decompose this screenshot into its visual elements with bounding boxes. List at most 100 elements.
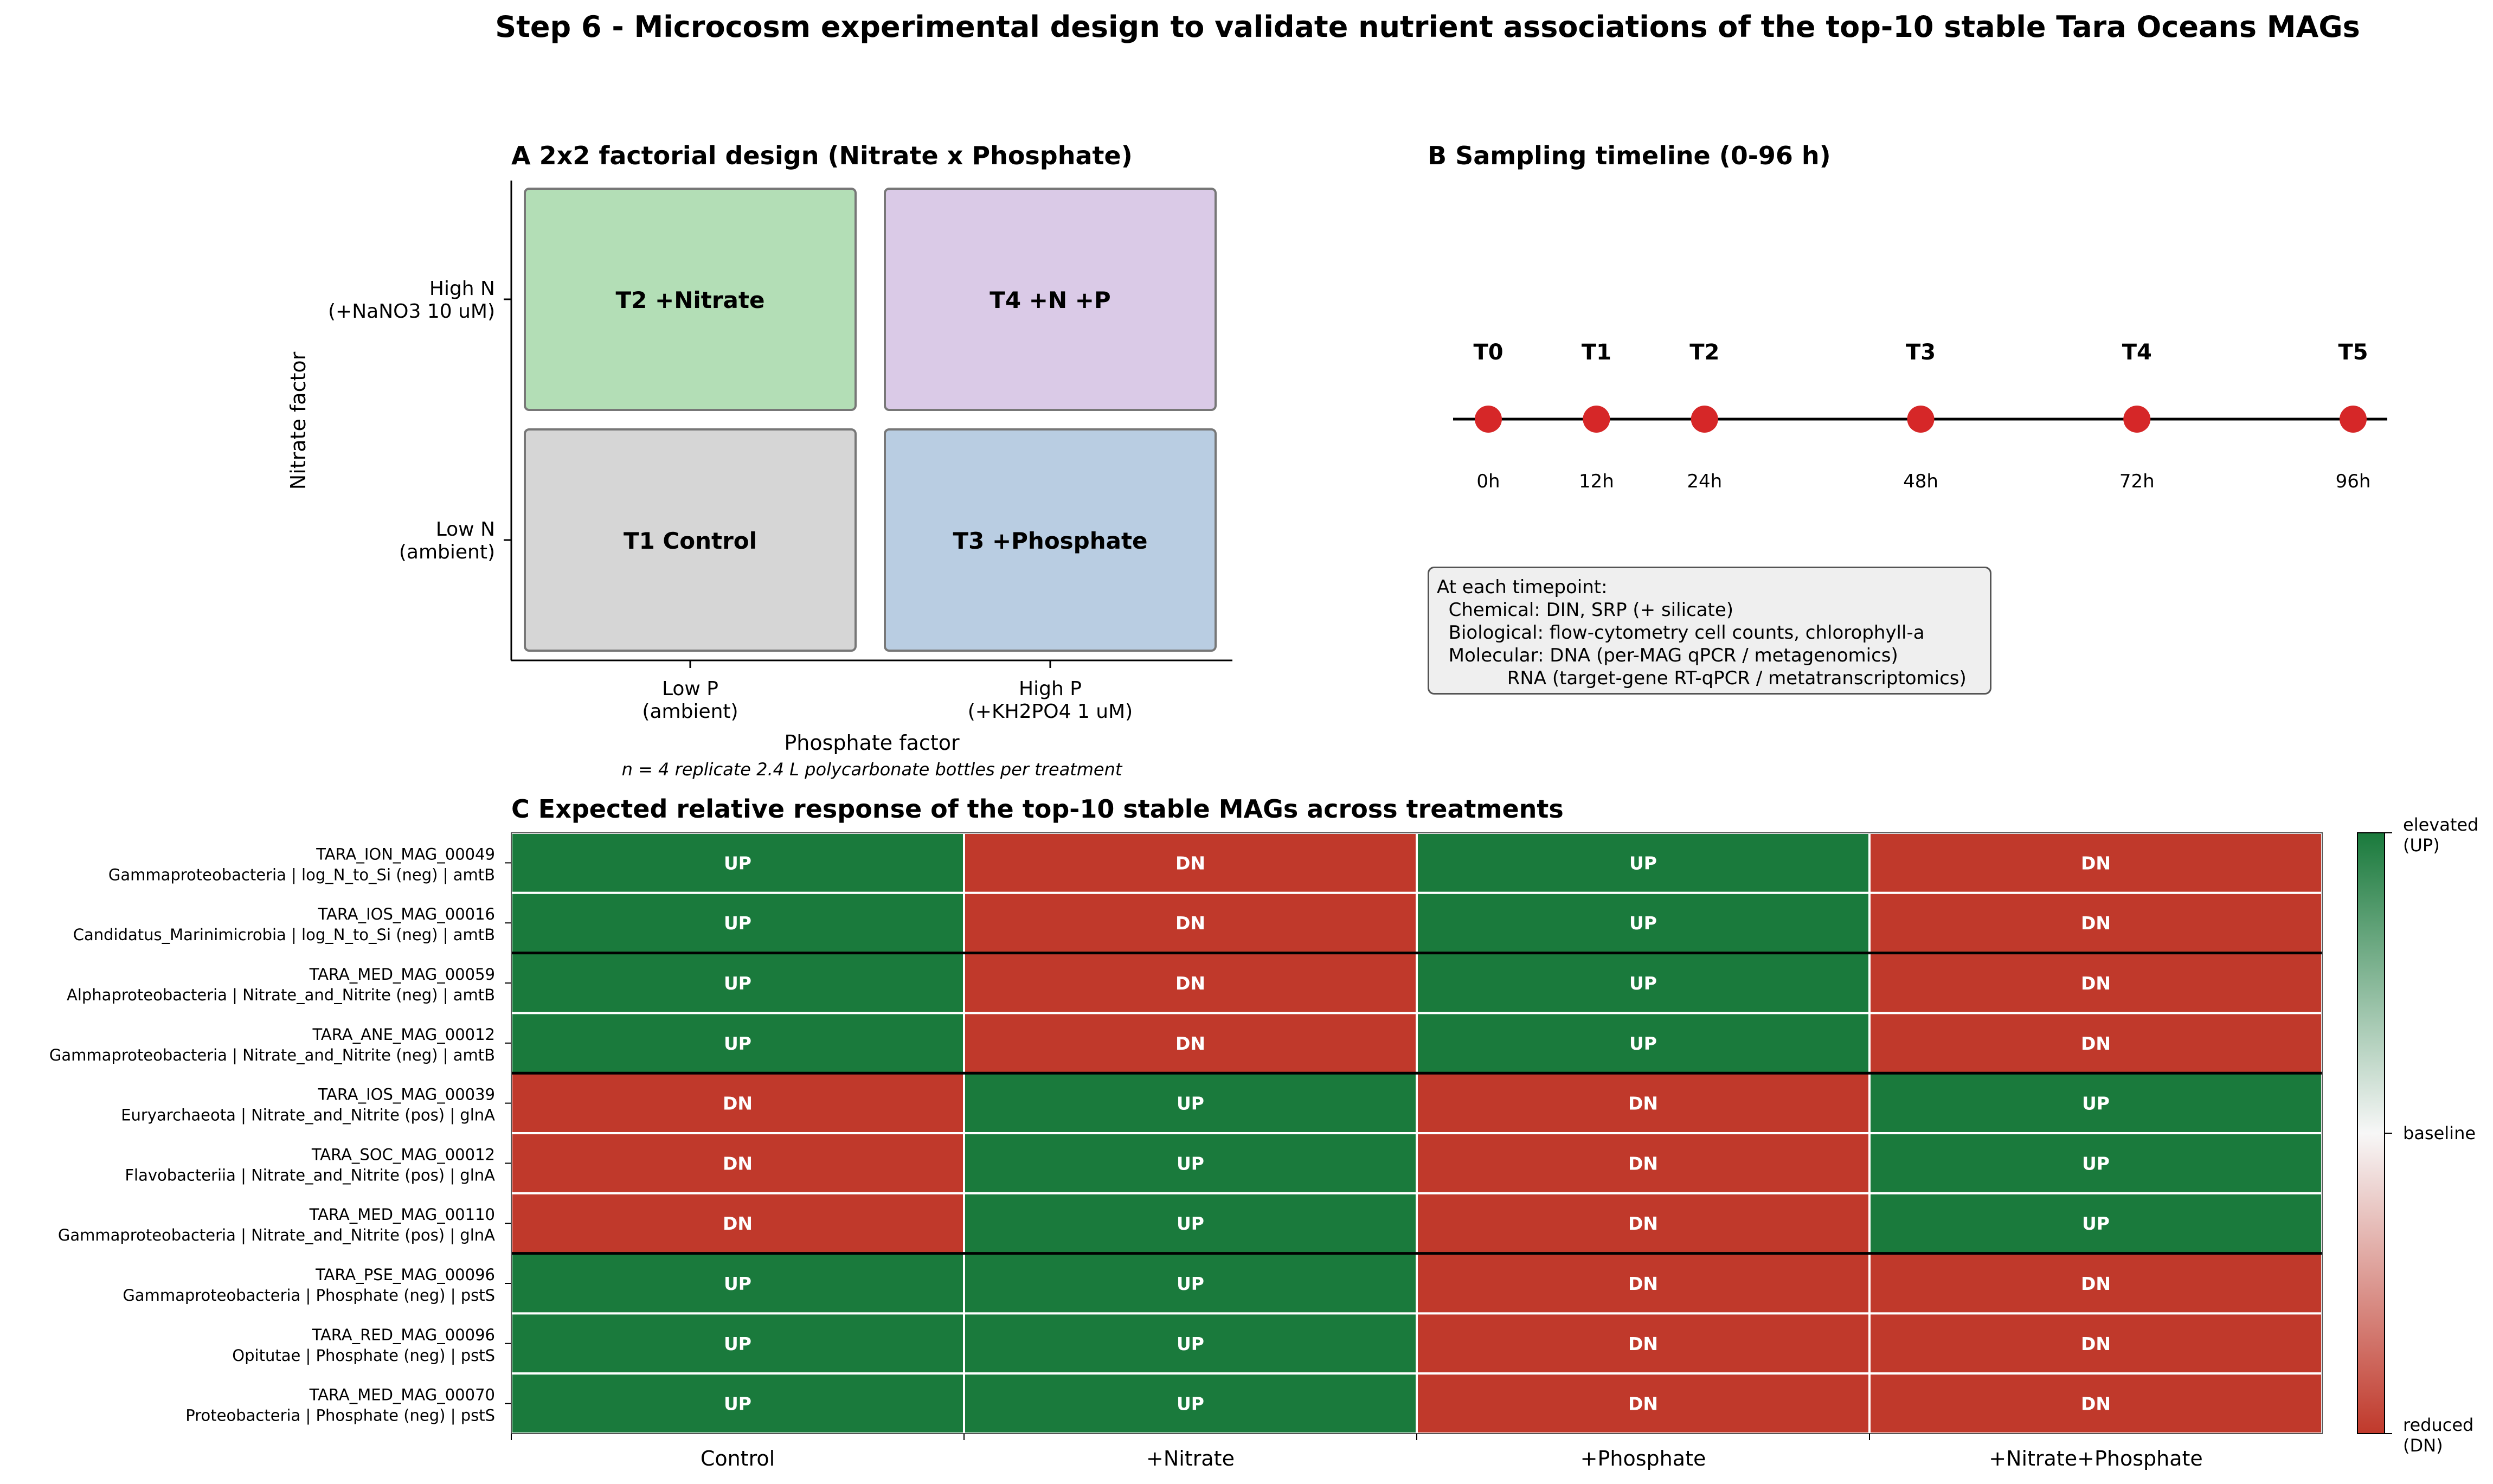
heatmap-cell-label: UP [724,1273,751,1294]
row-label-name: TARA_MED_MAG_00110 [309,1205,495,1224]
row-label-desc: Candidatus_Marinimicrobia | log_N_to_Si … [73,926,495,944]
heatmap-cell-label: DN [2081,913,2111,934]
heatmap-cell [1868,1192,2323,1255]
row-label-desc: Proteobacteria | Phosphate (neg) | pstS [185,1406,495,1425]
panel-a-title: A 2x2 factorial design (Nitrate x Phosph… [511,141,1133,170]
row-label-name: TARA_MED_MAG_00070 [309,1386,495,1404]
x-tick-label: (+KH2PO4 1 uM) [968,701,1133,723]
row-label-name: TARA_ANE_MAG_00012 [312,1025,495,1044]
heatmap-cell [963,891,1418,954]
timepoint-hours: 72h [2119,471,2155,492]
row-label-desc: Alphaproteobacteria | Nitrate_and_Nitrit… [67,986,495,1004]
colorbar: elevated(UP) baseline reduced(DN) [2357,814,2478,1456]
treatment-cell [524,188,857,411]
heatmap-cell-label: DN [1175,973,1205,994]
heatmap-cell-label: DN [1175,1033,1205,1054]
factorial-grid: T1 Control T2 +Nitrate T3 +Phosphate T4 +N … [524,188,1217,652]
panel-a-y-label: Nitrate factor [286,351,310,490]
timepoint-marker [1691,406,1718,433]
timepoint-label: T3 [1906,340,1936,365]
heatmap-cell-label: DN [2081,1393,2111,1415]
timepoint-hours: 0h [1476,471,1500,492]
row-label-name: TARA_ION_MAG_00049 [316,845,495,863]
heatmap-cell [963,1072,1418,1134]
heatmap-cell-label: UP [724,1333,751,1354]
heatmap-cell-label: DN [1175,852,1205,873]
row-label-desc: Euryarchaeota | Nitrate_and_Nitrite (pos… [121,1106,495,1125]
treatment-cell [884,188,1217,411]
heatmap-cell [1868,1132,2323,1194]
y-tick-label: Low N [436,518,495,541]
heatmap: UP DN UP DN TARA_ION_MAG_00049 Gammaproteobac… [49,832,2323,1470]
heatmap-cell-label: DN [1628,1273,1658,1294]
heatmap-cell [1416,891,1871,954]
treatment-label: T2 +Nitrate [616,287,765,313]
heatmap-cell [1868,1072,2323,1134]
timepoint-marker [2123,406,2151,433]
heatmap-cell [1416,1372,1871,1435]
heatmap-cell-label: DN [1628,1213,1658,1234]
heatmap-cell-label: DN [723,1093,753,1114]
treatment-label: T3 +Phosphate [953,528,1147,554]
heatmap-cell [1868,1252,2323,1315]
panel-a-footnote: n = 4 replicate 2.4 L polycarbonate bott… [622,759,1123,780]
heatmap-cell-label: UP [724,1033,751,1054]
heatmap-cell-label: DN [2081,1033,2111,1054]
heatmap-cell [963,832,1418,894]
heatmap-cell-label: UP [2082,1213,2110,1234]
timepoint-label: T4 [2122,340,2152,365]
heatmap-cell-label: DN [723,1153,753,1174]
column-label: Control [701,1447,775,1470]
y-tick-label: (ambient) [399,541,495,563]
y-tick-label: High N [429,278,495,300]
note-line: Biological: flow-cytometry cell counts, … [1437,622,1925,644]
heatmap-cell [1868,1312,2323,1375]
figure-title: Step 6 - Microcosm experimental design t… [495,10,2360,44]
column-label: +Nitrate [1146,1447,1235,1470]
timepoint-marker [2340,406,2367,433]
column-label: +Phosphate [1580,1447,1706,1470]
treatment-label: T4 +N +P [990,287,1110,313]
heatmap-cell [510,1312,965,1375]
heatmap-cell-label: DN [1628,1333,1658,1354]
heatmap-cell-label: UP [724,973,751,994]
row-label-name: TARA_PSE_MAG_00096 [315,1265,495,1284]
heatmap-cell-label: UP [1629,852,1657,873]
column-label: +Nitrate+Phosphate [1989,1447,2203,1470]
note-line: Chemical: DIN, SRP (+ silicate) [1437,599,1734,621]
heatmap-cell [1868,891,2323,954]
heatmap-cell-label: UP [1177,1273,1204,1294]
timepoint-label: T2 [1689,340,1719,365]
colorbar-top-label: elevated [2403,814,2478,835]
y-tick-label: (+NaNO3 10 uM) [328,300,495,323]
row-label-name: TARA_RED_MAG_00096 [312,1326,496,1344]
heatmap-cell-label: UP [1177,1093,1204,1114]
heatmap-cell-label: UP [724,1393,751,1415]
colorbar-gradient [2357,832,2385,1434]
treatment-label: T1 Control [624,528,757,554]
treatment-cell [884,428,1217,652]
heatmap-cell [1868,952,2323,1014]
heatmap-cell-label: UP [1629,973,1657,994]
heatmap-cell-label: UP [2082,1093,2110,1114]
timepoint-hours: 24h [1687,471,1722,492]
heatmap-cell [963,1012,1418,1075]
heatmap-cell-label: DN [2081,1273,2111,1294]
panel-b-title: B Sampling timeline (0-96 h) [1428,141,1831,170]
heatmap-cell-label: UP [1629,913,1657,934]
heatmap-cell-label: DN [2081,1333,2111,1354]
timepoint-hours: 48h [1903,471,1938,492]
heatmap-cell [963,1372,1418,1435]
heatmap-cell-label: DN [723,1213,753,1234]
heatmap-cell [963,1252,1418,1315]
timepoint-label: T5 [2338,340,2368,365]
row-label-desc: Gammaproteobacteria | Nitrate_and_Nitrit… [49,1046,495,1064]
timepoint-marker [1583,406,1610,433]
panel-c-title: C Expected relative response of the top-… [511,794,1564,824]
note-line: At each timepoint: [1437,576,1608,598]
note-line: Molecular: DNA (per-MAG qPCR / metagenom… [1437,645,1898,666]
panel-a-ticks: Low P(ambient)High P(+KH2PO4 1 uM)Low N(… [328,278,1133,723]
panel-b: B Sampling timeline (0-96 h) T0 0h T1 12h T2… [1428,141,2387,492]
colorbar-bottom-label: (DN) [2403,1435,2443,1456]
x-tick-label: Low P [662,678,718,700]
